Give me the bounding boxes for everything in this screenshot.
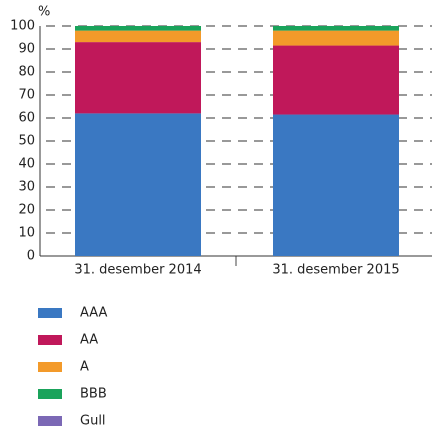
legend-label: AAA (80, 306, 108, 321)
bar-segment (75, 26, 201, 31)
legend-swatch (38, 362, 62, 372)
bar-segment (273, 45, 399, 115)
y-tick-label: 90 (18, 42, 35, 57)
x-tick-label: 31. desember 2014 (74, 263, 201, 278)
y-tick-label: 100 (10, 19, 35, 34)
bar-segment (273, 30, 399, 46)
bar-segment (75, 30, 201, 43)
x-tick-label: 31. desember 2015 (272, 263, 399, 278)
y-tick-label: 70 (18, 88, 35, 103)
legend-swatch (38, 308, 62, 318)
legend-swatch (38, 416, 62, 426)
legend-swatch (38, 335, 62, 345)
y-tick-label: 0 (27, 249, 35, 264)
bar-segment (75, 42, 201, 114)
legend-swatch (38, 389, 62, 399)
y-tick-label: 10 (18, 226, 35, 241)
bar-segment (273, 26, 399, 31)
bar-segment (75, 113, 201, 257)
legend-label: A (80, 360, 89, 375)
y-tick-label: 50 (18, 134, 35, 149)
y-tick-label: 20 (18, 203, 35, 218)
y-tick-label: 40 (18, 157, 35, 172)
y-axis-label: % (38, 5, 50, 20)
bar-segment (273, 114, 399, 256)
legend-label: Gull (80, 414, 106, 429)
legend-label: BBB (80, 387, 107, 402)
y-tick-label: 30 (18, 180, 35, 195)
legend-label: AA (80, 333, 98, 348)
y-tick-label: 80 (18, 65, 35, 80)
y-tick-label: 60 (18, 111, 35, 126)
